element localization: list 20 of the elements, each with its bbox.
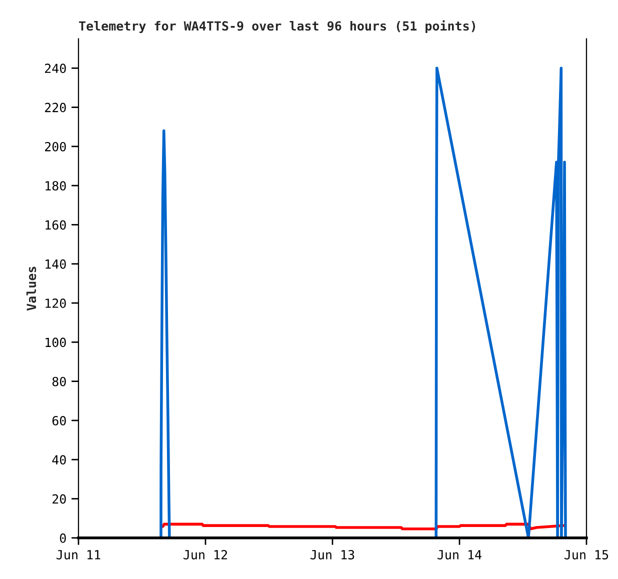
- y-tick-label: 140: [46, 259, 66, 269]
- x-tick-label: Jun 11: [56, 550, 100, 560]
- y-tick-label: 40: [52, 455, 66, 465]
- y-tick-label: 60: [52, 416, 66, 426]
- x-tick-label: Jun 12: [184, 550, 227, 560]
- y-tick-label: 160: [46, 220, 66, 230]
- x-tick-label: Jun 14: [438, 550, 482, 560]
- y-tick-label: 100: [46, 338, 66, 348]
- x-tick-label: Jun 15: [564, 550, 608, 560]
- y-tick-label: 180: [46, 181, 66, 191]
- y-tick-label: 240: [45, 64, 66, 74]
- x-tick-label: Jun 13: [310, 550, 354, 560]
- y-tick-label: 80: [52, 376, 66, 386]
- y-tick-label: 220: [45, 102, 66, 112]
- y-tick-label: 20: [52, 494, 66, 504]
- y-tick-label: 120: [46, 298, 66, 308]
- y-tick-label: 0: [60, 533, 66, 543]
- y-axis-title: Values: [26, 266, 36, 311]
- y-tick-label: 200: [45, 142, 66, 152]
- chart-title: Telemetry for WA4TTS-9 over last 96 hours (51 points): [79, 20, 476, 34]
